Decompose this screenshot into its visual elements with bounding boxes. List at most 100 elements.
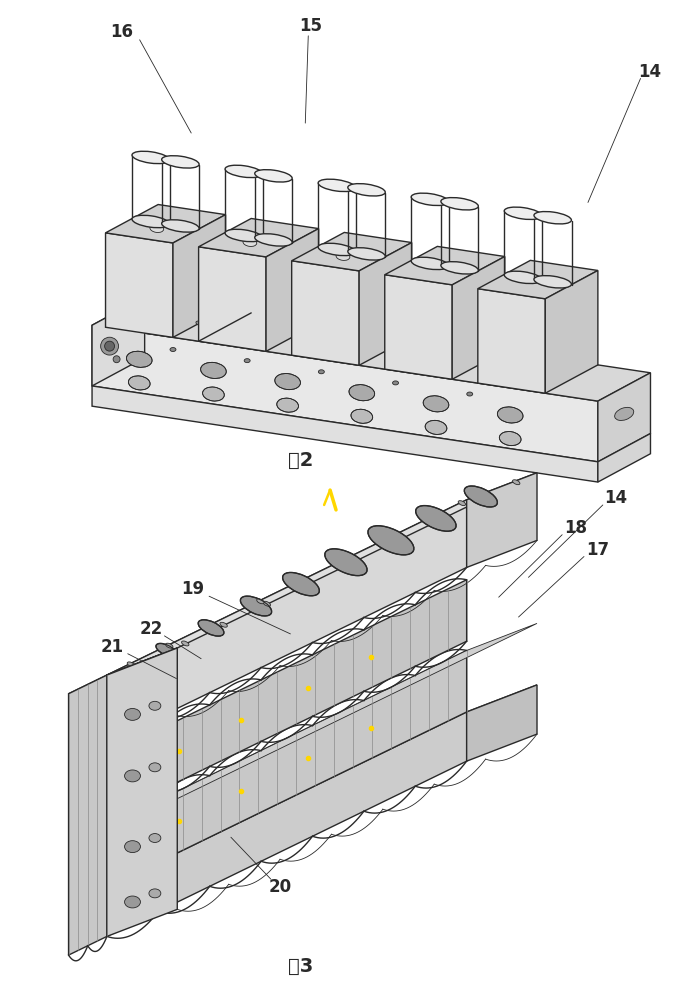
Polygon shape xyxy=(107,650,466,887)
Ellipse shape xyxy=(441,198,478,210)
Polygon shape xyxy=(92,297,145,386)
Ellipse shape xyxy=(318,243,356,256)
Ellipse shape xyxy=(162,220,199,232)
Polygon shape xyxy=(107,712,466,936)
Ellipse shape xyxy=(126,351,152,367)
Ellipse shape xyxy=(132,151,169,164)
Polygon shape xyxy=(385,275,452,379)
Ellipse shape xyxy=(534,212,571,224)
Polygon shape xyxy=(266,229,319,351)
Ellipse shape xyxy=(425,420,447,434)
Text: 19: 19 xyxy=(182,580,205,598)
Ellipse shape xyxy=(466,392,473,396)
Ellipse shape xyxy=(150,224,164,233)
Ellipse shape xyxy=(349,385,375,401)
Ellipse shape xyxy=(429,266,443,274)
Ellipse shape xyxy=(277,398,299,412)
Polygon shape xyxy=(107,623,537,826)
Polygon shape xyxy=(92,297,651,401)
Ellipse shape xyxy=(201,362,226,378)
Ellipse shape xyxy=(241,596,271,616)
Polygon shape xyxy=(107,685,537,887)
Polygon shape xyxy=(107,500,466,743)
Ellipse shape xyxy=(348,248,386,260)
Ellipse shape xyxy=(351,409,373,423)
Polygon shape xyxy=(92,386,598,482)
Ellipse shape xyxy=(127,662,135,667)
Ellipse shape xyxy=(441,262,478,274)
Ellipse shape xyxy=(534,276,571,288)
Ellipse shape xyxy=(113,356,120,363)
Ellipse shape xyxy=(505,207,542,219)
Ellipse shape xyxy=(149,701,161,710)
Polygon shape xyxy=(292,232,411,271)
Ellipse shape xyxy=(255,170,292,182)
Ellipse shape xyxy=(220,622,227,627)
Text: 21: 21 xyxy=(101,638,124,656)
Text: 15: 15 xyxy=(299,17,322,35)
Polygon shape xyxy=(105,205,226,243)
Polygon shape xyxy=(466,473,537,567)
Polygon shape xyxy=(199,247,266,351)
Ellipse shape xyxy=(244,359,250,363)
Ellipse shape xyxy=(105,341,114,351)
Ellipse shape xyxy=(198,620,224,636)
Polygon shape xyxy=(199,218,319,257)
Ellipse shape xyxy=(336,252,350,260)
Text: 图3: 图3 xyxy=(288,957,313,976)
Ellipse shape xyxy=(149,834,161,842)
Text: 14: 14 xyxy=(604,489,627,507)
Polygon shape xyxy=(107,648,177,936)
Ellipse shape xyxy=(149,763,161,772)
Ellipse shape xyxy=(392,381,398,385)
Text: 17: 17 xyxy=(586,541,609,559)
Ellipse shape xyxy=(124,841,141,853)
Ellipse shape xyxy=(243,238,257,246)
Ellipse shape xyxy=(225,229,262,242)
Polygon shape xyxy=(92,325,598,462)
Ellipse shape xyxy=(203,387,224,401)
Polygon shape xyxy=(478,260,598,299)
Ellipse shape xyxy=(124,896,141,908)
Ellipse shape xyxy=(318,370,324,374)
Polygon shape xyxy=(359,243,411,365)
Polygon shape xyxy=(598,433,651,482)
Ellipse shape xyxy=(124,770,141,782)
Ellipse shape xyxy=(411,193,449,206)
Text: 图2: 图2 xyxy=(288,451,313,470)
Polygon shape xyxy=(105,233,173,337)
Polygon shape xyxy=(173,215,226,337)
Polygon shape xyxy=(69,675,107,955)
Ellipse shape xyxy=(513,480,520,485)
Text: 22: 22 xyxy=(140,620,163,638)
Ellipse shape xyxy=(166,643,173,648)
Ellipse shape xyxy=(423,396,449,412)
Ellipse shape xyxy=(196,321,203,325)
Polygon shape xyxy=(478,289,545,393)
Ellipse shape xyxy=(129,376,150,390)
Ellipse shape xyxy=(418,354,425,359)
Ellipse shape xyxy=(325,549,367,576)
Ellipse shape xyxy=(458,501,466,506)
Ellipse shape xyxy=(493,366,499,370)
Polygon shape xyxy=(69,648,177,694)
Ellipse shape xyxy=(182,641,189,646)
Ellipse shape xyxy=(368,526,414,555)
Text: 18: 18 xyxy=(564,519,588,537)
Ellipse shape xyxy=(132,215,169,228)
Text: 20: 20 xyxy=(269,878,292,896)
Ellipse shape xyxy=(415,506,456,531)
Ellipse shape xyxy=(170,348,176,352)
Ellipse shape xyxy=(124,708,141,720)
Ellipse shape xyxy=(101,337,118,355)
Text: 16: 16 xyxy=(110,23,133,41)
Ellipse shape xyxy=(275,373,301,390)
Ellipse shape xyxy=(149,889,161,898)
Polygon shape xyxy=(385,246,505,285)
Ellipse shape xyxy=(255,234,292,246)
Polygon shape xyxy=(107,648,177,743)
Ellipse shape xyxy=(505,271,542,284)
Polygon shape xyxy=(545,270,598,393)
Ellipse shape xyxy=(318,179,356,192)
Polygon shape xyxy=(107,473,537,675)
